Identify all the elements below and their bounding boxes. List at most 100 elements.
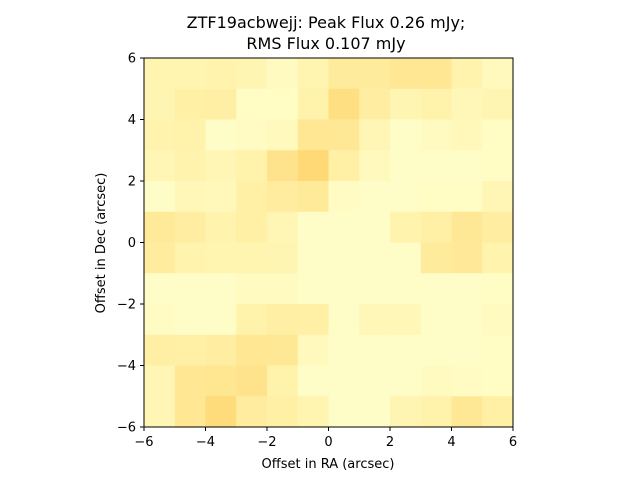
heatmap-cell (451, 365, 483, 397)
heatmap-cell (482, 181, 514, 213)
heatmap-cell (390, 396, 422, 428)
heatmap-cell (236, 58, 268, 90)
heatmap-cell (144, 88, 176, 121)
heatmap-cell (236, 150, 268, 182)
heatmap-cell (451, 273, 483, 305)
heatmap-cell (451, 181, 483, 213)
heatmap-cell (144, 396, 176, 428)
heatmap-cell (205, 304, 237, 336)
heatmap-cell (174, 396, 207, 428)
heatmap-cells (144, 58, 514, 428)
heatmap-cell (205, 365, 237, 397)
heatmap-cell (236, 365, 268, 397)
heatmap-cell (420, 304, 453, 336)
x-tick-label: −4 (196, 435, 215, 450)
heatmap-cell (390, 334, 422, 367)
x-tick-label: −2 (257, 435, 276, 450)
y-tick-label: 0 (128, 236, 136, 251)
heatmap-cell (359, 150, 391, 182)
heatmap-cell (236, 396, 268, 428)
heatmap-cell (328, 396, 360, 428)
heatmap-cell (267, 119, 299, 151)
heatmap-cell (482, 150, 514, 182)
heatmap-cell (420, 273, 453, 305)
heatmap-cell (174, 150, 207, 182)
heatmap-cell (359, 396, 391, 428)
heatmap-cell (267, 150, 299, 182)
heatmap-cell (482, 273, 514, 305)
heatmap-cell (328, 119, 360, 151)
heatmap-cell (144, 119, 176, 151)
heatmap-cell (297, 58, 330, 90)
x-tick-label: −6 (134, 435, 153, 450)
heatmap-cell (390, 88, 422, 121)
heatmap-cell (328, 273, 360, 305)
heatmap-cell (205, 88, 237, 121)
heatmap-cell (236, 119, 268, 151)
heatmap-cell (297, 211, 330, 244)
heatmap-cell (420, 181, 453, 213)
heatmap-cell (144, 304, 176, 336)
heatmap-cell (359, 119, 391, 151)
heatmap-cell (174, 242, 207, 274)
heatmap-cell (174, 181, 207, 213)
heatmap-cell (144, 150, 176, 182)
heatmap-cell (451, 242, 483, 274)
heatmap-cell (328, 150, 360, 182)
x-axis-ticks: −6 −4 −2 0 2 4 6 (134, 427, 517, 450)
heatmap-cell (328, 304, 360, 336)
heatmap-cell (482, 58, 514, 90)
heatmap-cell (267, 304, 299, 336)
x-axis-label: Offset in RA (arcsec) (262, 457, 395, 472)
heatmap-cell (482, 88, 514, 121)
heatmap-cell (451, 88, 483, 121)
heatmap-cell (297, 304, 330, 336)
heatmap-cell (174, 88, 207, 121)
heatmap-cell (174, 334, 207, 367)
heatmap-cell (205, 396, 237, 428)
heatmap-cell (482, 242, 514, 274)
heatmap-cell (420, 150, 453, 182)
heatmap-cell (359, 365, 391, 397)
heatmap-cell (144, 273, 176, 305)
heatmap-cell (451, 58, 483, 90)
heatmap-cell (390, 119, 422, 151)
heatmap-cell (297, 365, 330, 397)
heatmap-cell (267, 181, 299, 213)
heatmap-cell (236, 273, 268, 305)
heatmap-cell (390, 211, 422, 244)
chart-title-line-1: ZTF19acbwejj: Peak Flux 0.26 mJy; (187, 13, 466, 32)
x-tick-label: 6 (509, 435, 517, 450)
heatmap-cell (236, 304, 268, 336)
heatmap-cell (267, 273, 299, 305)
heatmap-cell (359, 304, 391, 336)
heatmap-cell (328, 211, 360, 244)
heatmap-cell (482, 396, 514, 428)
heatmap-cell (390, 150, 422, 182)
heatmap-cell (420, 211, 453, 244)
heatmap-cell (205, 211, 237, 244)
heatmap-cell (205, 119, 237, 151)
heatmap-cell (359, 242, 391, 274)
heatmap-cell (297, 242, 330, 274)
heatmap-cell (205, 150, 237, 182)
heatmap-cell (482, 334, 514, 367)
heatmap-cell (390, 242, 422, 274)
heatmap-cell (236, 88, 268, 121)
heatmap-cell (451, 211, 483, 244)
heatmap-cell (267, 88, 299, 121)
y-tick-label: 4 (128, 113, 136, 128)
x-tick-label: 2 (386, 435, 394, 450)
heatmap-cell (482, 365, 514, 397)
y-tick-label: 6 (128, 52, 136, 67)
heatmap-cell (420, 396, 453, 428)
heatmap-cell (328, 365, 360, 397)
heatmap-cell (451, 334, 483, 367)
heatmap-cell (236, 242, 268, 274)
heatmap-cell (420, 58, 453, 90)
heatmap-cell (144, 242, 176, 274)
heatmap-cell (205, 242, 237, 274)
heatmap-cell (420, 119, 453, 151)
heatmap-cell (205, 58, 237, 90)
